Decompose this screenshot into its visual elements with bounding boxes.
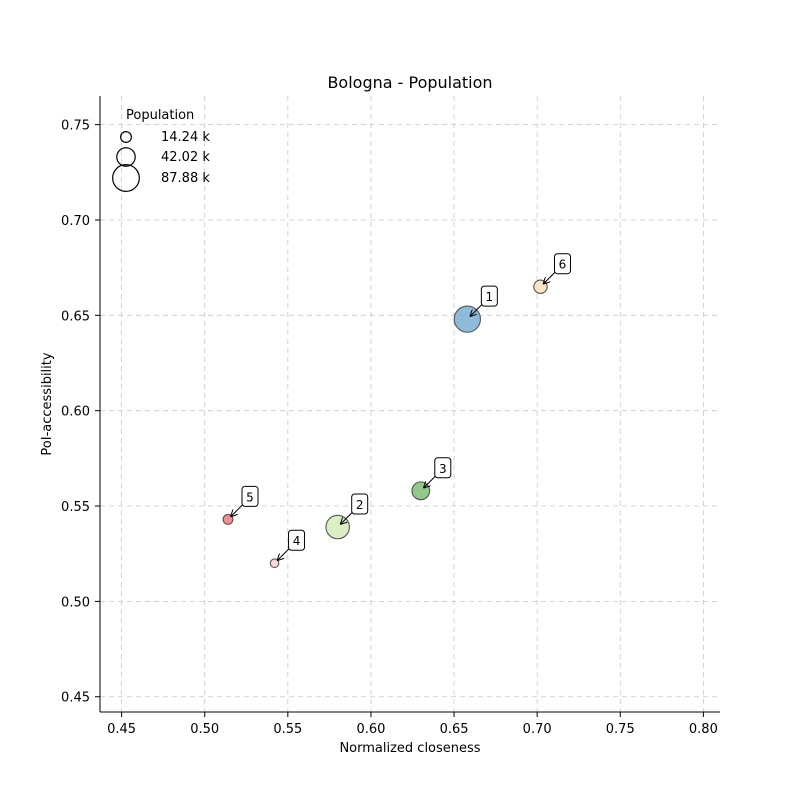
x-tick-label: 0.60 <box>356 722 385 737</box>
x-tick-label: 0.65 <box>440 722 469 737</box>
x-tick-label: 0.75 <box>606 722 635 737</box>
y-tick-label: 0.55 <box>61 500 90 515</box>
y-tick-label: 0.75 <box>61 119 90 134</box>
annotation-label: 2 <box>356 498 364 512</box>
y-tick-label: 0.70 <box>61 214 90 229</box>
data-points <box>222 279 548 569</box>
legend-marker <box>120 131 132 143</box>
annotation-label: 4 <box>293 534 301 548</box>
x-tick-label: 0.45 <box>107 722 136 737</box>
y-axis-label: PoI-accessibility <box>40 352 55 455</box>
annotation-box <box>241 485 259 507</box>
annotation-box <box>351 493 369 515</box>
x-tick-label: 0.70 <box>523 722 552 737</box>
legend-label: 42.02 k <box>161 150 210 165</box>
annotation-label: 3 <box>439 462 447 476</box>
axes <box>99 96 720 713</box>
point-4 <box>269 558 280 569</box>
annotation-arrow <box>543 271 556 284</box>
y-tick-label: 0.50 <box>61 595 90 610</box>
legend-marker <box>116 147 136 167</box>
y-tick-label: 0.65 <box>61 309 90 324</box>
y-tick-label: 0.60 <box>61 405 90 420</box>
point-annotations: 1 2 3 4 5 6 <box>231 253 571 561</box>
annotation-box <box>288 529 306 551</box>
y-axis-ticks: 0.45 0.50 0.55 0.60 0.65 0.70 0.75 <box>61 119 100 706</box>
x-axis-ticks: 0.45 0.50 0.55 0.60 0.65 0.70 0.75 0.80 <box>107 712 718 737</box>
annotation-box <box>434 457 452 479</box>
legend-title: Population <box>126 108 194 123</box>
legend-label: 87.88 k <box>161 171 210 186</box>
annotation-label: 5 <box>246 490 254 504</box>
chart-title: Bologna - Population <box>327 73 492 92</box>
x-tick-label: 0.80 <box>689 722 718 737</box>
size-legend: Population 14.24 k 42.02 k 87.88 k <box>112 108 210 192</box>
legend-label: 14.24 k <box>161 130 210 145</box>
annotation-arrow <box>470 303 483 316</box>
annotation-arrow <box>424 475 437 488</box>
annotation-label: 6 <box>559 258 567 272</box>
grid <box>100 96 720 712</box>
annotation-label: 1 <box>486 290 494 304</box>
annotation-arrow <box>341 511 354 524</box>
x-tick-label: 0.55 <box>273 722 302 737</box>
annotation-box <box>553 253 571 275</box>
annotation-arrow <box>278 547 290 560</box>
x-axis-label: Normalized closeness <box>339 741 480 756</box>
legend-marker <box>112 164 140 192</box>
annotation-box <box>480 285 498 307</box>
x-tick-label: 0.50 <box>190 722 219 737</box>
annotation-arrow <box>231 504 244 516</box>
y-tick-label: 0.45 <box>61 691 90 706</box>
